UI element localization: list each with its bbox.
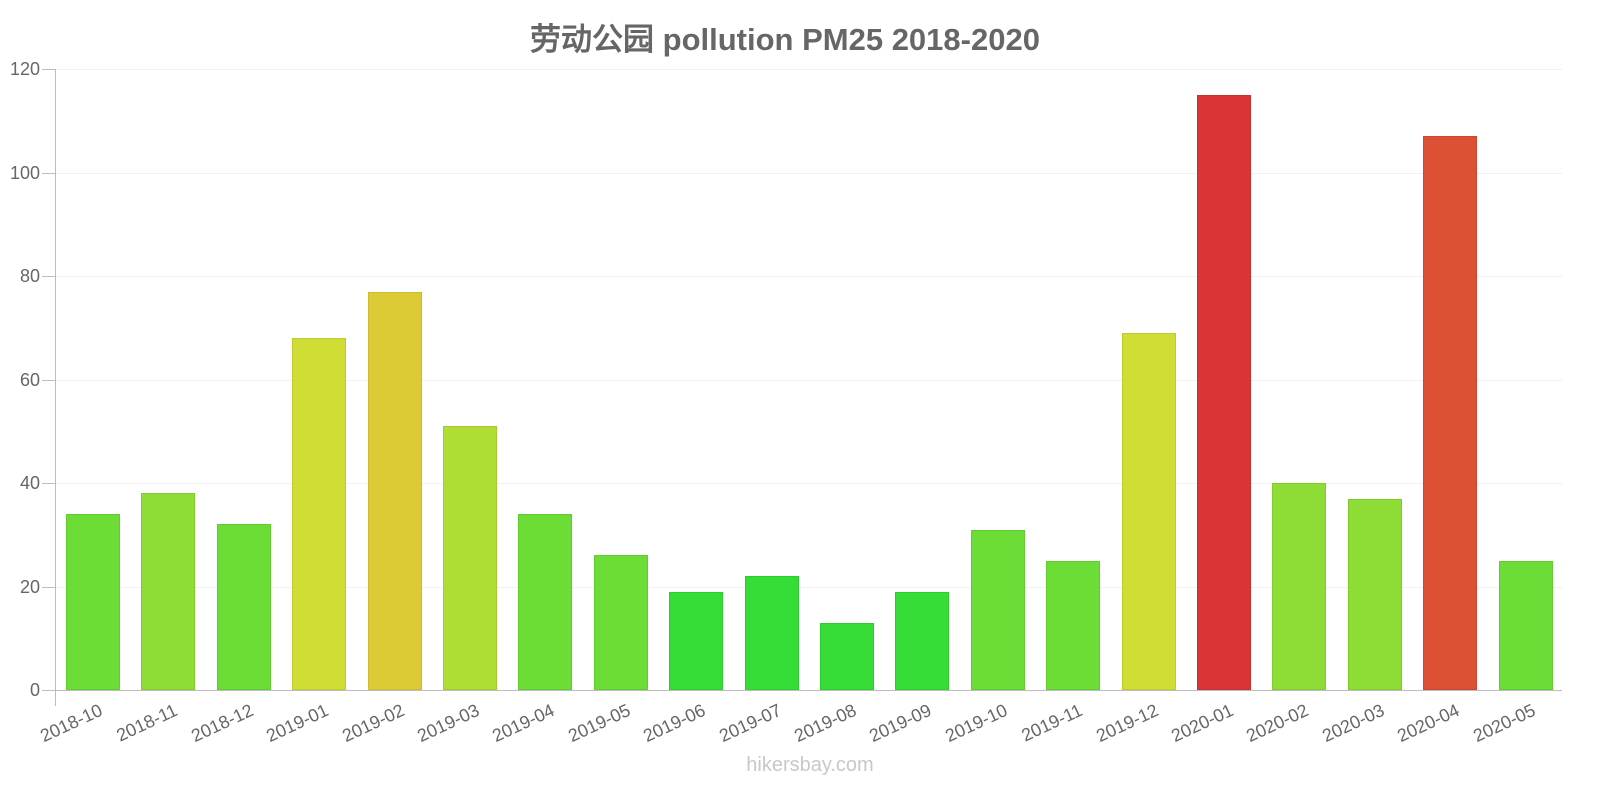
y-tick-label: 120 bbox=[9, 59, 40, 79]
bar-2020-03[interactable] bbox=[1347, 498, 1402, 690]
bar-2019-05[interactable] bbox=[593, 555, 648, 690]
gridline bbox=[56, 69, 1562, 70]
gridline bbox=[56, 276, 1562, 277]
bar-2019-01[interactable] bbox=[292, 338, 347, 690]
bar-2018-10[interactable] bbox=[66, 514, 120, 690]
gridline bbox=[56, 587, 1562, 588]
y-tick-mark bbox=[42, 276, 55, 277]
y-tick-label: 80 bbox=[19, 266, 40, 286]
bar-2020-01[interactable] bbox=[1197, 94, 1251, 690]
chart-title: 劳动公园 pollution PM25 2018-2020 bbox=[530, 22, 1040, 57]
y-tick-mark bbox=[42, 690, 55, 691]
x-axis-line bbox=[42, 690, 1562, 691]
bar-2020-04[interactable] bbox=[1423, 136, 1478, 690]
y-tick-mark bbox=[42, 483, 55, 484]
y-tick-mark bbox=[42, 173, 55, 174]
bar-2020-05[interactable] bbox=[1498, 560, 1553, 690]
y-tick-mark bbox=[42, 587, 55, 588]
gridline bbox=[56, 483, 1562, 484]
bar-2019-07[interactable] bbox=[744, 576, 799, 690]
bar-2019-02[interactable] bbox=[367, 291, 422, 690]
bar-2019-04[interactable] bbox=[518, 514, 573, 690]
y-tick-label: 20 bbox=[19, 577, 40, 597]
y-tick-mark bbox=[42, 380, 55, 381]
bar-2019-12[interactable] bbox=[1121, 332, 1176, 690]
bar-2019-10[interactable] bbox=[970, 529, 1025, 690]
y-tick-label: 100 bbox=[9, 163, 40, 183]
bar-2019-11[interactable] bbox=[1046, 560, 1101, 690]
y-tick-label: 40 bbox=[19, 473, 40, 493]
bar-2020-02[interactable] bbox=[1272, 483, 1327, 690]
gridline bbox=[56, 173, 1562, 174]
bar-2018-12[interactable] bbox=[216, 524, 271, 690]
bar-2019-08[interactable] bbox=[820, 622, 874, 690]
y-axis-line bbox=[55, 69, 56, 706]
y-tick-label: 60 bbox=[19, 370, 40, 390]
watermark: hikersbay.com bbox=[746, 754, 874, 776]
bar-2019-09[interactable] bbox=[895, 591, 950, 690]
bar-2018-11[interactable] bbox=[141, 493, 196, 690]
gridline bbox=[56, 380, 1562, 381]
y-tick-label: 0 bbox=[29, 680, 40, 700]
bar-2019-06[interactable] bbox=[669, 591, 724, 690]
y-tick-mark bbox=[42, 69, 55, 70]
bar-2019-03[interactable] bbox=[443, 426, 497, 690]
